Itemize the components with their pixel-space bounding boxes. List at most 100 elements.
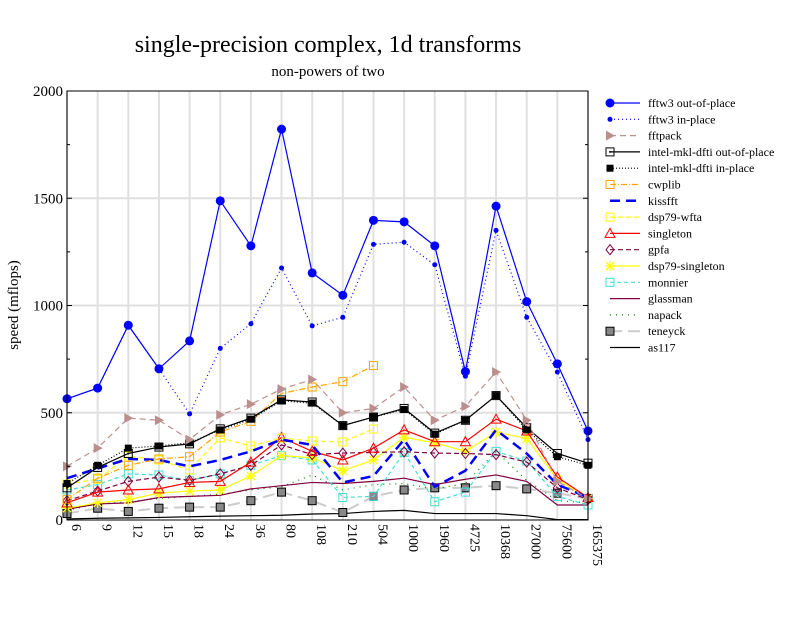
data-point xyxy=(554,369,560,375)
legend-item: cwplib xyxy=(605,178,681,192)
series-line xyxy=(66,509,588,521)
y-tick-label: 1000 xyxy=(33,299,63,315)
y-tick-label: 1500 xyxy=(33,191,63,207)
y-tick-label: 500 xyxy=(41,406,64,422)
data-point xyxy=(605,180,615,189)
data-point xyxy=(460,415,470,425)
data-point xyxy=(368,412,378,422)
series-as117 xyxy=(66,509,588,521)
data-point xyxy=(277,395,287,405)
x-tick-label: 9 xyxy=(99,524,114,531)
data-point xyxy=(368,446,379,459)
data-point xyxy=(338,290,348,300)
series-intel-mkl-dfti-out-of-place xyxy=(62,391,593,493)
marker-dot xyxy=(249,417,252,420)
data-point xyxy=(524,314,530,320)
series-line xyxy=(66,371,589,500)
series-line xyxy=(66,228,589,440)
marker-dot xyxy=(372,416,375,419)
legend-item: fftpack xyxy=(606,129,682,143)
marker-dot xyxy=(464,419,467,422)
marker-box xyxy=(93,462,103,472)
marker-box xyxy=(307,397,317,407)
data-point xyxy=(368,491,378,501)
legend-item: singleton xyxy=(604,226,692,240)
x-tick-label: 27000 xyxy=(528,524,543,559)
legend-label: gpfa xyxy=(648,243,670,257)
data-point xyxy=(246,413,256,423)
data-point xyxy=(123,506,133,516)
data-point xyxy=(605,326,615,336)
data-point xyxy=(245,456,257,467)
data-point xyxy=(430,447,440,459)
data-point xyxy=(605,147,615,157)
data-point xyxy=(277,384,287,395)
series-fftw3-out-of-place xyxy=(62,124,593,436)
data-point xyxy=(215,502,225,512)
legend-label: as117 xyxy=(648,341,676,355)
series-line xyxy=(66,394,589,485)
marker-dot xyxy=(403,407,406,410)
data-point xyxy=(184,486,195,497)
data-point xyxy=(215,424,225,434)
marker-box xyxy=(399,403,409,413)
y-tick-label: 2000 xyxy=(33,84,63,100)
data-point xyxy=(338,407,348,418)
series-fftpack xyxy=(63,366,593,504)
data-point xyxy=(92,497,103,508)
chart-title: single-precision complex, 1d transforms xyxy=(135,32,522,58)
data-point xyxy=(215,484,226,495)
data-point xyxy=(246,496,256,506)
data-point xyxy=(605,98,615,108)
series-fftw3-in-place xyxy=(64,227,591,443)
data-point xyxy=(429,437,440,448)
data-point xyxy=(93,480,103,490)
legend-item: dsp79-wfta xyxy=(605,210,703,224)
marker-dot xyxy=(495,394,498,397)
data-point xyxy=(398,423,410,435)
data-point xyxy=(307,382,317,392)
data-point xyxy=(185,465,195,475)
data-point xyxy=(123,449,133,459)
legend-label: singleton xyxy=(648,226,692,240)
legend-label: cwplib xyxy=(648,178,681,192)
data-point xyxy=(432,262,438,268)
data-point xyxy=(308,399,316,407)
data-point xyxy=(399,403,409,413)
data-point xyxy=(247,415,255,423)
x-tick-label: 80 xyxy=(283,524,298,538)
marker-box xyxy=(605,147,615,157)
x-tick-label: 108 xyxy=(313,524,328,545)
series-line xyxy=(66,394,589,489)
data-point xyxy=(460,447,471,460)
data-point xyxy=(154,454,164,464)
data-point xyxy=(400,382,410,393)
data-point xyxy=(460,487,470,497)
data-point xyxy=(184,474,195,487)
data-point xyxy=(93,383,103,393)
legend-item: intel-mkl-dfti out-of-place xyxy=(605,145,774,159)
legend-item: fftw3 in-place xyxy=(607,112,715,126)
data-point xyxy=(215,433,225,443)
data-point xyxy=(553,453,561,461)
data-point xyxy=(187,411,193,417)
data-point xyxy=(490,413,502,424)
data-point xyxy=(522,415,532,426)
legend-item: gpfa xyxy=(605,243,670,257)
data-point xyxy=(461,401,471,412)
x-tick-label: 10368 xyxy=(497,524,512,559)
series-line xyxy=(66,450,589,506)
series-intel-mkl-dfti-in-place xyxy=(63,392,592,488)
marker-box xyxy=(430,428,440,438)
data-point xyxy=(307,397,317,407)
data-point xyxy=(370,241,376,247)
data-point xyxy=(523,426,531,434)
x-tick-label: 4725 xyxy=(466,524,481,552)
chart-subtitle: non-powers of two xyxy=(271,64,384,80)
marker-box xyxy=(368,412,378,422)
marker-box xyxy=(338,421,348,431)
data-point xyxy=(123,320,133,330)
data-point xyxy=(217,345,223,351)
data-point xyxy=(183,476,196,487)
